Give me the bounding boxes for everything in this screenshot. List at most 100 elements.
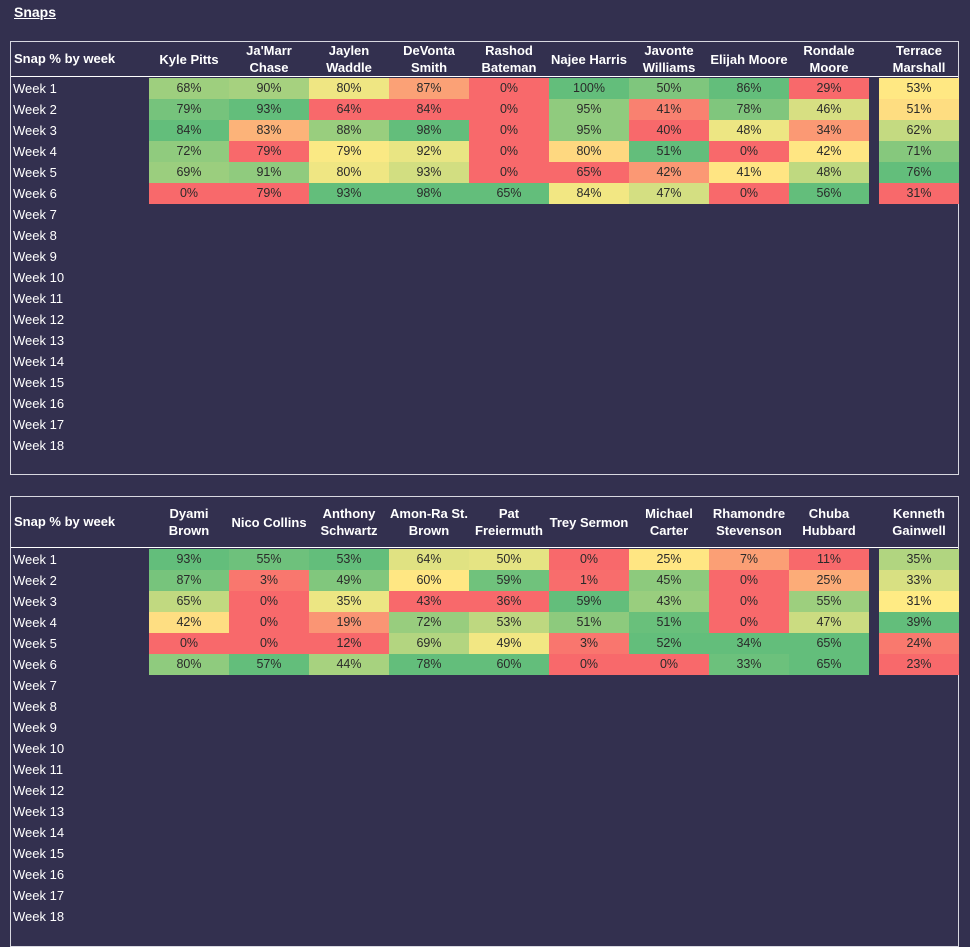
snap-cell: 88%: [309, 120, 389, 141]
snap-cell: 57%: [229, 654, 309, 675]
snap-cell: 42%: [149, 612, 229, 633]
snap-cell: 0%: [709, 141, 789, 162]
snap-cell: 51%: [879, 99, 959, 120]
snap-cell: 59%: [469, 570, 549, 591]
week-label: Week 15: [13, 846, 65, 861]
snap-cell: 46%: [789, 99, 869, 120]
snap-cell: 90%: [229, 78, 309, 99]
player-header: Najee Harris: [551, 51, 627, 67]
snap-table-2: Snap % by week Dyami Brown Nico Collins Ant…: [10, 496, 959, 947]
snap-cell: 78%: [389, 654, 469, 675]
snap-cell: 35%: [879, 549, 959, 570]
snap-cell: 34%: [789, 120, 869, 141]
snap-cell: 53%: [309, 549, 389, 570]
snap-cell: 84%: [549, 183, 629, 204]
player-header: Chuba Hubbard: [802, 506, 856, 538]
week-label: Week 4: [13, 615, 57, 630]
snap-cell: 64%: [389, 549, 469, 570]
snap-cell: 55%: [789, 591, 869, 612]
week-label: Week 7: [13, 207, 57, 222]
week-label: Week 16: [13, 396, 65, 411]
snap-cell: 39%: [879, 612, 959, 633]
snap-cell: 79%: [229, 141, 309, 162]
snap-cell: 42%: [629, 162, 709, 183]
snap-cell: 65%: [469, 183, 549, 204]
snap-cell: 50%: [629, 78, 709, 99]
week-label: Week 12: [13, 783, 65, 798]
snap-cell: 56%: [789, 183, 869, 204]
week-label: Week 8: [13, 699, 57, 714]
snap-table-1: Snap % by week Kyle Pitts Ja'Marr Chase Jay…: [10, 41, 959, 475]
player-header: Kyle Pitts: [159, 51, 219, 67]
snap-cell: 65%: [789, 654, 869, 675]
snap-cell: 0%: [469, 141, 549, 162]
header-divider: [11, 76, 958, 77]
snap-cell: 87%: [149, 570, 229, 591]
snap-cell: 50%: [469, 549, 549, 570]
player-header: Elijah Moore: [710, 51, 788, 67]
week-label: Week 13: [13, 804, 65, 819]
snap-cell: 0%: [549, 654, 629, 675]
week-label: Week 15: [13, 375, 65, 390]
snap-cell: 48%: [709, 120, 789, 141]
snap-cell: 33%: [709, 654, 789, 675]
snap-cell: 80%: [309, 78, 389, 99]
snap-cell: 65%: [549, 162, 629, 183]
snap-cell: 84%: [389, 99, 469, 120]
snap-cell: 60%: [389, 570, 469, 591]
snap-cell: 52%: [629, 633, 709, 654]
week-label: Week 9: [13, 249, 57, 264]
player-header: Kenneth Gainwell: [892, 506, 946, 538]
week-label: Week 3: [13, 594, 57, 609]
snap-cell: 42%: [789, 141, 869, 162]
snap-cell: 40%: [629, 120, 709, 141]
snap-cell: 12%: [309, 633, 389, 654]
snap-cell: 0%: [709, 570, 789, 591]
snap-cell: 0%: [709, 591, 789, 612]
snap-cell: 3%: [549, 633, 629, 654]
snap-cell: 35%: [309, 591, 389, 612]
snap-cell: 55%: [229, 549, 309, 570]
player-header: DeVonta Smith: [403, 43, 455, 75]
snap-cell: 36%: [469, 591, 549, 612]
week-label: Week 18: [13, 909, 65, 924]
snap-cell: 41%: [629, 99, 709, 120]
snap-cell: 45%: [629, 570, 709, 591]
snap-cell: 60%: [469, 654, 549, 675]
week-label: Week 1: [13, 552, 57, 567]
snap-cell: 25%: [629, 549, 709, 570]
snap-cell: 68%: [149, 78, 229, 99]
week-label: Week 16: [13, 867, 65, 882]
snap-cell: 0%: [229, 612, 309, 633]
snap-cell: 95%: [549, 99, 629, 120]
snap-cell: 43%: [389, 591, 469, 612]
snap-cell: 1%: [549, 570, 629, 591]
snap-cell: 78%: [709, 99, 789, 120]
snap-cell: 0%: [469, 162, 549, 183]
snap-cell: 48%: [789, 162, 869, 183]
table-header-label: Snap % by week: [14, 514, 116, 529]
snap-cell: 79%: [149, 99, 229, 120]
week-label: Week 4: [13, 144, 57, 159]
player-header: Javonte Williams: [642, 43, 696, 75]
snap-cell: 86%: [709, 78, 789, 99]
snap-cell: 69%: [149, 162, 229, 183]
snap-cell: 51%: [629, 612, 709, 633]
snap-cell: 91%: [229, 162, 309, 183]
snap-cell: 43%: [629, 591, 709, 612]
player-header: Trey Sermon: [549, 514, 629, 530]
snap-cell: 87%: [389, 78, 469, 99]
snap-cell: 49%: [469, 633, 549, 654]
week-label: Week 5: [13, 165, 57, 180]
snap-cell: 93%: [229, 99, 309, 120]
snap-cell: 53%: [469, 612, 549, 633]
player-header: Ja'Marr Chase: [246, 43, 292, 75]
snap-cell: 79%: [229, 183, 309, 204]
week-label: Week 3: [13, 123, 57, 138]
week-label: Week 2: [13, 573, 57, 588]
week-label: Week 2: [13, 102, 57, 117]
snap-cell: 3%: [229, 570, 309, 591]
snap-cell: 80%: [549, 141, 629, 162]
snap-cell: 44%: [309, 654, 389, 675]
week-label: Week 5: [13, 636, 57, 651]
